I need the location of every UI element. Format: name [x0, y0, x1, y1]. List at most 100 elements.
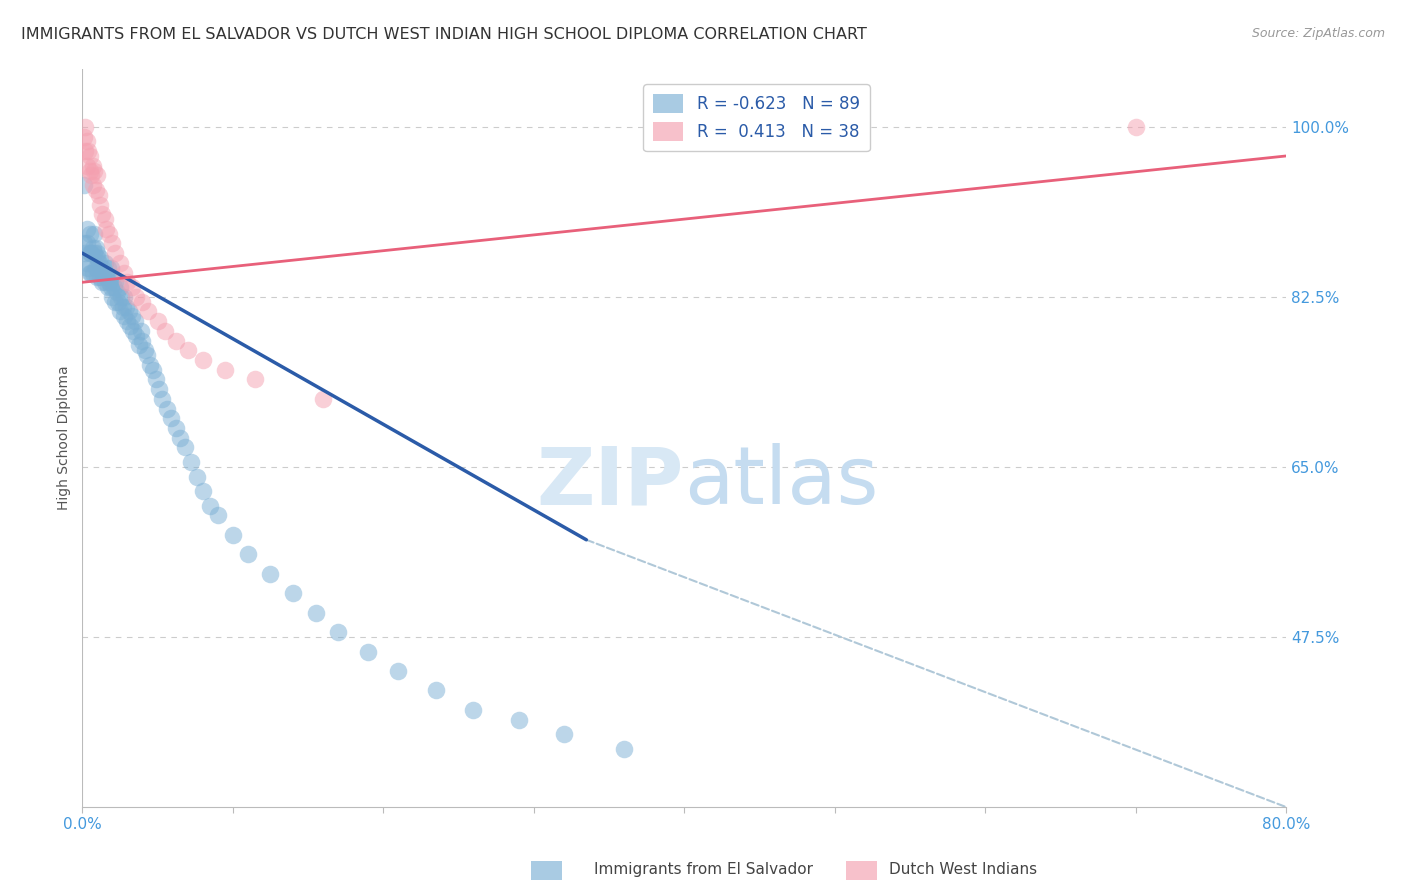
Point — [191, 353, 214, 368]
Point — [613, 741, 636, 756]
Point — [125, 290, 148, 304]
Point — [173, 441, 195, 455]
Point — [110, 290, 132, 304]
Point — [104, 294, 127, 309]
Point — [73, 178, 96, 193]
Point — [80, 266, 103, 280]
Point — [100, 280, 122, 294]
Point — [80, 169, 103, 183]
Point — [222, 528, 245, 542]
Point — [84, 183, 107, 197]
Point — [75, 120, 97, 134]
Point — [90, 275, 112, 289]
Point — [129, 324, 152, 338]
Point — [112, 290, 135, 304]
Point — [115, 300, 138, 314]
Point — [150, 392, 173, 406]
Point — [281, 586, 304, 600]
Point — [142, 363, 165, 377]
Point — [83, 227, 105, 241]
Point — [79, 227, 101, 241]
Point — [122, 324, 145, 338]
Point — [214, 363, 236, 377]
Point — [76, 159, 98, 173]
Point — [176, 343, 198, 358]
Text: IMMIGRANTS FROM EL SALVADOR VS DUTCH WEST INDIAN HIGH SCHOOL DIPLOMA CORRELATION: IMMIGRANTS FROM EL SALVADOR VS DUTCH WES… — [21, 27, 868, 42]
Point — [121, 310, 143, 324]
Point — [82, 178, 104, 193]
Point — [108, 280, 131, 294]
Point — [96, 270, 118, 285]
Text: atlas: atlas — [685, 443, 879, 521]
Point — [120, 318, 142, 333]
Point — [259, 566, 281, 581]
Point — [125, 328, 148, 343]
Point — [79, 149, 101, 163]
Point — [131, 294, 153, 309]
Text: ZIP: ZIP — [537, 443, 685, 521]
Point — [1125, 120, 1147, 134]
Point — [186, 469, 208, 483]
Point — [76, 256, 98, 270]
Point — [112, 310, 135, 324]
Point — [86, 270, 108, 285]
Text: Source: ZipAtlas.com: Source: ZipAtlas.com — [1251, 27, 1385, 40]
Point — [79, 246, 101, 260]
Point — [104, 246, 127, 260]
Point — [86, 169, 108, 183]
Point — [96, 222, 118, 236]
Point — [117, 275, 139, 289]
Point — [73, 129, 96, 144]
Point — [357, 644, 380, 658]
Point — [80, 246, 103, 260]
Point — [139, 358, 162, 372]
Point — [165, 334, 187, 348]
Point — [121, 280, 143, 294]
Point — [207, 508, 229, 523]
Point — [145, 372, 167, 386]
Point — [79, 266, 101, 280]
Point — [107, 294, 129, 309]
Point — [111, 300, 134, 314]
Point — [83, 246, 105, 260]
Point — [75, 246, 97, 260]
Point — [117, 314, 139, 328]
Point — [508, 713, 530, 727]
Point — [180, 455, 202, 469]
Point — [553, 727, 575, 741]
Point — [73, 236, 96, 251]
Point — [75, 144, 97, 158]
Point — [148, 382, 170, 396]
Point — [304, 606, 326, 620]
Point — [82, 159, 104, 173]
Point — [101, 270, 124, 285]
Point — [76, 222, 98, 236]
Point — [138, 304, 160, 318]
Point — [103, 280, 125, 294]
Point — [82, 241, 104, 255]
Point — [118, 304, 141, 318]
Point — [108, 304, 131, 318]
Point — [89, 197, 111, 211]
Point — [76, 135, 98, 149]
Point — [236, 547, 259, 561]
Point — [90, 207, 112, 221]
Point — [93, 266, 115, 280]
Point — [76, 236, 98, 251]
Point — [86, 251, 108, 265]
Point — [97, 280, 120, 294]
Point — [84, 241, 107, 255]
Point — [104, 275, 127, 289]
Point — [128, 338, 150, 352]
Point — [136, 348, 159, 362]
Point — [87, 256, 110, 270]
Point — [463, 703, 485, 717]
Point — [160, 411, 183, 425]
Point — [169, 431, 191, 445]
Point — [146, 314, 169, 328]
Point — [312, 392, 335, 406]
Point — [245, 372, 267, 386]
Text: Immigrants from El Salvador: Immigrants from El Salvador — [593, 863, 813, 877]
Point — [94, 275, 117, 289]
Point — [98, 227, 121, 241]
